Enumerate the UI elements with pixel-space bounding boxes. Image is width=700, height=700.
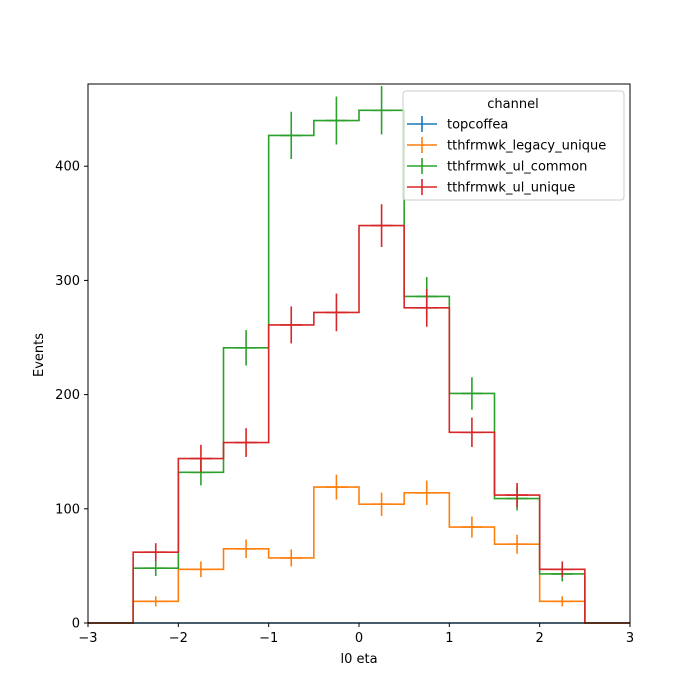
y-tick-label: 400 [55, 160, 80, 175]
legend-entry: tthfrmwk_ul_common [407, 158, 587, 175]
error-bar [280, 111, 303, 160]
x-tick-label: −1 [259, 631, 278, 646]
error-bar [506, 482, 529, 508]
y-tick-label: 100 [55, 502, 80, 517]
legend: channel topcoffeatthfrmwk_legacy_uniquet… [402, 90, 625, 201]
error-bar [235, 428, 258, 457]
error-bar [235, 330, 258, 366]
x-tick-label: 0 [355, 631, 363, 646]
legend-entry: topcoffea [407, 116, 508, 133]
error-bar [551, 561, 574, 578]
x-tick-label: 3 [626, 631, 634, 646]
error-bar [370, 204, 393, 247]
error-bar [144, 543, 167, 562]
legend-entries: topcoffea tthfrmwk_legacy_unique tthfrmwk_… [407, 116, 606, 196]
series-tthfrmwk_ul_unique [88, 204, 630, 624]
error-bar [460, 377, 483, 410]
error-bar [235, 539, 258, 559]
y-tick-label: 0 [72, 617, 80, 632]
error-bar [551, 596, 574, 607]
error-bar [325, 293, 348, 332]
x-tick-label: 1 [445, 631, 453, 646]
error-bar [415, 288, 438, 327]
error-bar [460, 516, 483, 538]
series-tthfrmwk_legacy_unique [88, 474, 630, 624]
series-layer [88, 86, 630, 624]
error-bar [280, 306, 303, 344]
error-bar [325, 474, 348, 500]
error-bar [280, 549, 303, 567]
error-bar [370, 86, 393, 135]
error-bar [189, 444, 212, 473]
legend-title: channel [487, 97, 538, 112]
error-bar [144, 596, 167, 607]
y-axis-label: Events [32, 333, 47, 377]
step-line-tthfrmwk_ul_unique [88, 224, 630, 624]
error-bar [370, 492, 393, 516]
error-bar [415, 480, 438, 506]
error-bar [189, 561, 212, 578]
error-bar [460, 417, 483, 448]
y-tick-label: 300 [55, 274, 80, 289]
error-bar [506, 534, 529, 554]
y-axis: 0 100 200 300 400 [55, 160, 88, 632]
x-axis: −3 −2 −1 0 1 2 3 [78, 623, 634, 646]
legend-label: topcoffea [447, 118, 508, 133]
legend-label: tthfrmwk_legacy_unique [447, 139, 606, 154]
x-axis-label: l0 eta [340, 652, 377, 667]
x-tick-label: −3 [78, 631, 97, 646]
x-tick-label: 2 [536, 631, 544, 646]
legend-entry: tthfrmwk_ul_unique [407, 179, 575, 196]
x-tick-label: −2 [169, 631, 188, 646]
y-tick-label: 200 [55, 388, 80, 403]
error-bar [144, 560, 167, 577]
legend-label: tthfrmwk_ul_unique [447, 181, 575, 196]
legend-entry: tthfrmwk_legacy_unique [407, 137, 606, 154]
error-bar [325, 96, 348, 145]
legend-box [402, 90, 625, 201]
legend-label: tthfrmwk_ul_common [447, 160, 587, 175]
